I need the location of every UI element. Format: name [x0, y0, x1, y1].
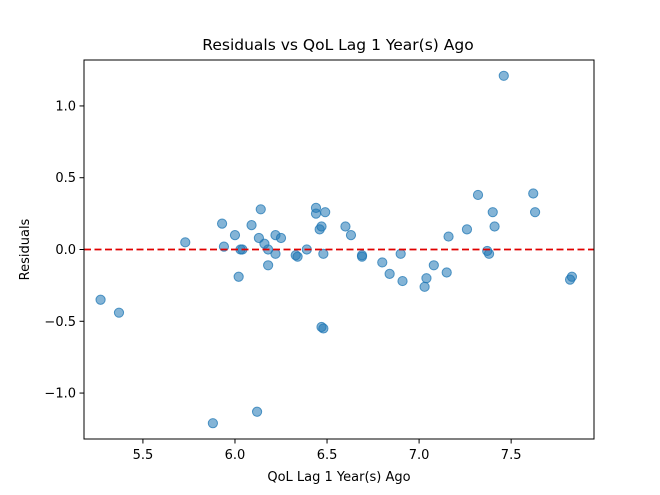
y-tick-label: 1.0 [55, 99, 76, 114]
data-point [489, 221, 500, 232]
data-point [377, 257, 388, 268]
data-point [443, 231, 454, 242]
data-point [498, 70, 509, 81]
plot-area [84, 70, 594, 429]
data-point [528, 188, 539, 199]
data-point [395, 248, 406, 259]
y-tick-label: 0.0 [55, 243, 76, 258]
x-axis-title: QoL Lag 1 Year(s) Ago [267, 470, 410, 485]
data-point [318, 248, 329, 259]
y-axis-title: Residuals [18, 218, 33, 280]
data-point [487, 207, 498, 218]
x-tick-label: 6.0 [225, 448, 246, 463]
data-point [270, 248, 281, 259]
data-point [318, 323, 329, 334]
x-tick-label: 6.5 [317, 448, 338, 463]
data-point [95, 294, 106, 305]
data-point [419, 281, 430, 292]
data-point [310, 208, 322, 219]
data-point [255, 204, 266, 215]
data-point [483, 248, 495, 259]
y-tick-label: 0.5 [55, 171, 76, 186]
x-tick-label: 5.5 [133, 448, 154, 463]
y-tick-label: −1.0 [44, 387, 76, 402]
data-point [384, 268, 395, 280]
data-point [421, 273, 432, 284]
data-point [229, 230, 241, 241]
data-point [345, 230, 357, 241]
data-point [251, 406, 263, 417]
data-point [216, 218, 228, 229]
y-tick-label: −0.5 [44, 315, 76, 330]
data-point [472, 189, 484, 201]
data-point [461, 224, 473, 235]
data-point [113, 307, 125, 318]
data-point [316, 221, 327, 232]
data-point [233, 271, 244, 282]
data-point [340, 221, 351, 232]
data-point [529, 207, 541, 218]
data-point [263, 260, 274, 271]
data-point [246, 219, 257, 231]
data-point [320, 207, 331, 218]
data-point [292, 251, 303, 262]
data-point [428, 260, 439, 271]
data-point [180, 237, 191, 248]
axis-ticks: 5.5 6.0 6.5 7.0 7.5 −1.0 −0.5 0.0 0.5 1.0 [44, 99, 521, 463]
chart-title: Residuals vs QoL Lag 1 Year(s) Ago [202, 36, 473, 54]
data-point [275, 232, 287, 244]
data-point [566, 271, 578, 282]
x-tick-label: 7.5 [501, 448, 522, 463]
data-point [356, 251, 368, 262]
data-point [441, 267, 452, 278]
x-tick-label: 7.0 [409, 448, 430, 463]
data-point [397, 275, 408, 287]
data-point [207, 418, 218, 429]
